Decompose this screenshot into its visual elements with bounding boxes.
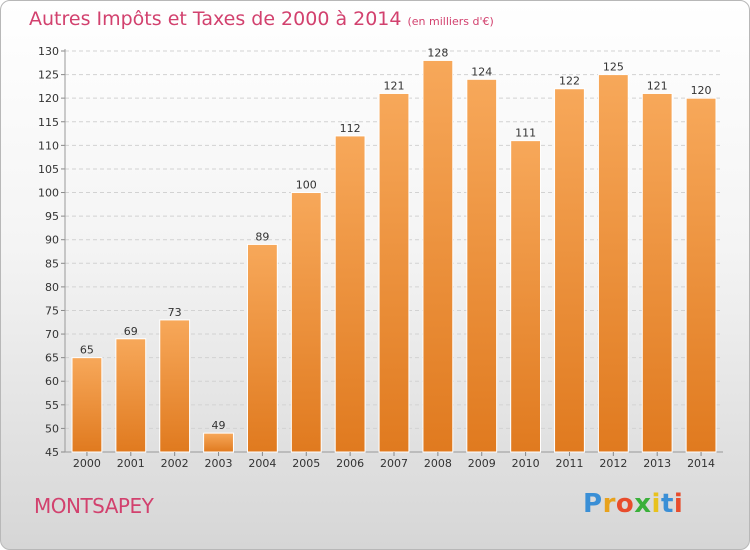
x-tick-label-2002: 2002	[161, 457, 189, 470]
y-tick-labels: 45 50 55 60 65 70 75 80 85 90 95 100 105 110 115 120 125…	[38, 45, 59, 459]
x-tick-label-2001: 2001	[117, 457, 145, 470]
data-label-2011: 122	[559, 75, 580, 88]
logo-letter: i	[673, 489, 684, 519]
x-tick-label-2000: 2000	[73, 457, 101, 470]
x-tick-label-2004: 2004	[248, 457, 276, 470]
data-label-2007: 121	[384, 79, 405, 92]
y-tick-label: 90	[45, 234, 59, 247]
data-label-2001: 69	[124, 325, 138, 338]
bar-2002	[159, 319, 191, 453]
logo-letter: r	[602, 489, 616, 519]
bar-2013	[641, 92, 673, 453]
x-tick-label-2009: 2009	[468, 457, 496, 470]
x-tick-label-2012: 2012	[599, 457, 627, 470]
y-tick-label: 110	[38, 139, 59, 152]
data-label-2006: 112	[340, 122, 361, 135]
data-label-2002: 73	[168, 306, 182, 319]
x-tick-label-2010: 2010	[512, 457, 540, 470]
x-tick-label-2006: 2006	[336, 457, 364, 470]
y-tick-label: 45	[45, 446, 59, 459]
x-tick-label-2014: 2014	[687, 457, 715, 470]
y-tick-label: 75	[45, 304, 59, 317]
y-tick-label: 95	[45, 210, 59, 223]
y-tick-label: 100	[38, 187, 59, 200]
y-tick-label: 80	[45, 281, 59, 294]
x-tick-label-2008: 2008	[424, 457, 452, 470]
bar-2012	[597, 74, 629, 453]
y-tick-label: 125	[38, 69, 59, 82]
data-label-2005: 100	[296, 179, 317, 192]
bar-2001	[115, 338, 147, 453]
data-label-2003: 49	[212, 419, 226, 432]
bar-2007	[378, 92, 410, 453]
bar-2011	[554, 88, 585, 453]
data-label-2012: 125	[603, 61, 624, 74]
data-label-2014: 120	[691, 84, 712, 97]
bar-2003	[203, 432, 234, 453]
data-labels: 65 69 73 49 89 100 112 121 128 124 111 122 125 121 120	[80, 46, 712, 432]
bar-2004	[246, 243, 278, 453]
x-tick-label-2011: 2011	[555, 457, 583, 470]
data-label-2013: 121	[647, 79, 668, 92]
y-tick-label: 105	[38, 163, 59, 176]
data-label-2000: 65	[80, 344, 94, 357]
y-tick-label: 130	[38, 45, 59, 58]
chart-subtitle: (en milliers d'€)	[407, 15, 494, 28]
bar-2006	[334, 135, 366, 453]
bar-2014	[685, 97, 717, 453]
x-tick-labels: 2000 2001 2002 2003 2004 2005 2006 2007 2008 2009…	[73, 452, 715, 470]
logo-letter: P	[583, 489, 603, 519]
logo-letter: o	[615, 489, 635, 519]
x-tick-label-2003: 2003	[205, 457, 233, 470]
x-tick-label-2005: 2005	[292, 457, 320, 470]
y-tick-label: 60	[45, 375, 59, 388]
bar-2005	[290, 192, 322, 453]
data-label-2010: 111	[515, 127, 536, 140]
logo-letter: x	[634, 489, 652, 519]
chart-title: Autres Impôts et Taxes de 2000 à 2014 (en…	[29, 8, 494, 30]
y-tick-label: 50	[45, 422, 59, 435]
bar-2000	[71, 357, 103, 453]
data-label-2009: 124	[471, 65, 492, 78]
y-tick-label: 85	[45, 257, 59, 270]
data-label-2008: 128	[427, 46, 448, 59]
y-tick-label: 65	[45, 352, 59, 365]
logo-letter: i	[651, 489, 661, 519]
logo-letter: t	[660, 489, 674, 519]
bar-2009	[466, 78, 498, 453]
data-label-2004: 89	[255, 230, 269, 243]
x-tick-label-2007: 2007	[380, 457, 408, 470]
bars	[71, 59, 717, 453]
bar-2008	[422, 59, 454, 453]
x-tick-label-2013: 2013	[643, 457, 671, 470]
y-tick-label: 70	[45, 328, 59, 341]
chart-title-text: Autres Impôts et Taxes de 2000 à 2014	[29, 8, 402, 30]
y-tick-label: 120	[38, 92, 59, 105]
bar-2010	[510, 140, 542, 453]
proxiti-logo: Proxiti	[583, 489, 683, 519]
location-label: MONTSAPEY	[34, 494, 154, 518]
y-tick-label: 55	[45, 399, 59, 412]
y-tick-label: 115	[38, 116, 59, 129]
